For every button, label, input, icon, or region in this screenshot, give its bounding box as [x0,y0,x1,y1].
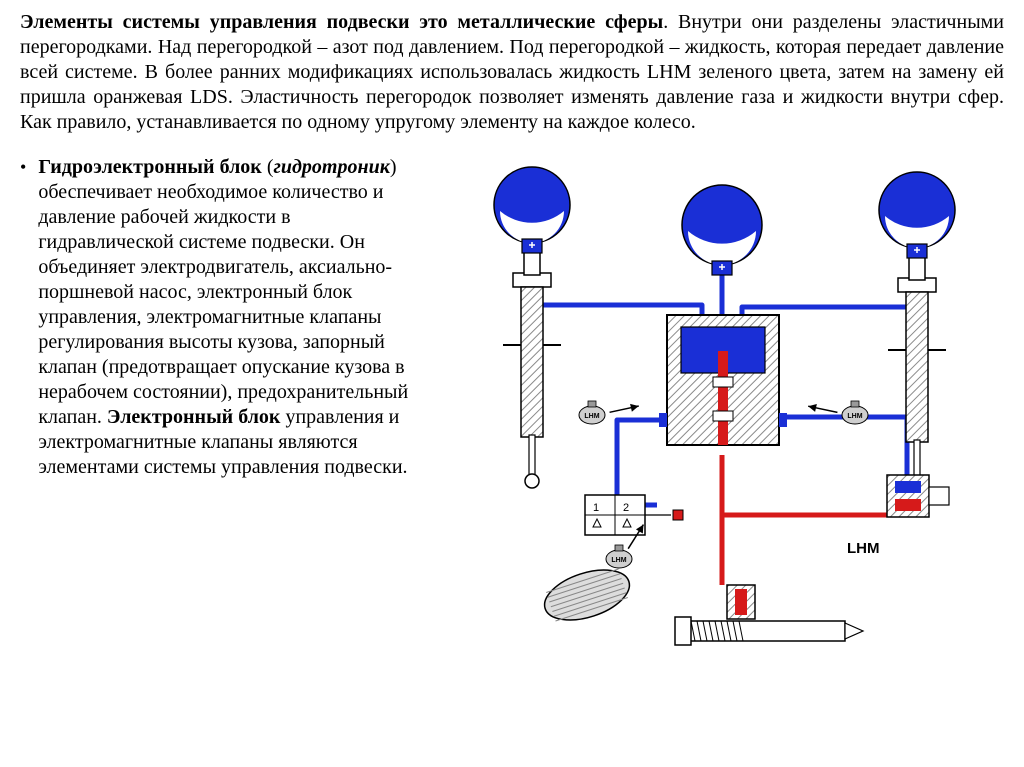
diagram-column: 1 2 LHM LHM LHM LHM [430,155,1004,685]
svg-text:LHM: LHM [611,557,626,564]
intro-lead: Элементы системы управления подвески это… [20,11,663,33]
bullet-t1: Гидроэлектронный блок [38,156,262,178]
bullet-t3: гидротроник [273,156,389,178]
bullet-dot: • [20,155,26,480]
svg-text:LHM: LHM [584,413,599,420]
bullet-t4: ) обеспечивает необходимое количество и … [38,156,408,428]
hydraulic-diagram: 1 2 LHM LHM LHM LHM [437,155,997,685]
intro-paragraph: Элементы системы управления подвески это… [20,10,1004,135]
svg-text:1: 1 [593,502,599,514]
svg-text:2: 2 [623,502,629,514]
bullet-text: Гидроэлектронный блок (гидротроник) обес… [38,155,410,480]
bullet-item: • Гидроэлектронный блок (гидротроник) об… [20,155,410,480]
bullet-t2: ( [262,156,274,178]
svg-text:LHM: LHM [847,413,862,420]
bullet-column: • Гидроэлектронный блок (гидротроник) об… [20,155,410,685]
bullet-t5: Электронный блок [107,406,281,428]
content-row: • Гидроэлектронный блок (гидротроник) об… [20,155,1004,685]
svg-text:LHM: LHM [847,540,880,557]
